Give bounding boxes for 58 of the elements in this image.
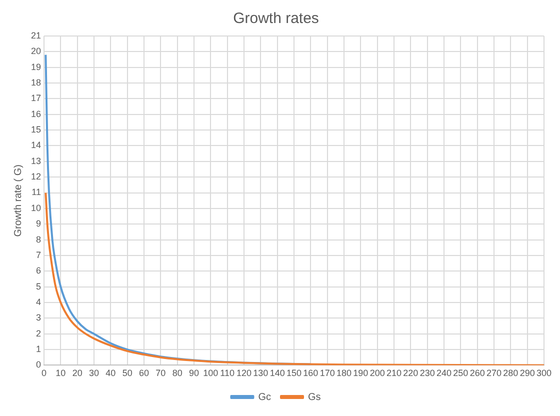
y-axis-title: Growth rate ( G) [12,164,24,237]
y-tick-label: 8 [36,234,42,244]
x-tick-label: 70 [156,368,166,378]
x-tick-label: 150 [286,368,302,378]
y-tick-label: 12 [30,172,42,182]
legend-label: Gc [258,392,272,403]
y-tick-label: 16 [30,108,42,119]
x-tick-label: 280 [503,368,518,378]
x-tick-label: 30 [89,368,100,378]
y-tick-label: 18 [30,78,42,88]
y-tick-label: 17 [30,93,42,104]
x-tick-label: 170 [320,368,335,378]
x-tick-label: 50 [122,368,132,378]
x-tick-label: 180 [336,368,352,378]
y-tick-label: 21 [30,30,42,40]
y-tick-label: 10 [30,202,42,213]
x-tick-label: 160 [303,368,318,378]
x-tick-label: 20 [72,368,82,378]
x-tick-label: 200 [370,368,385,378]
y-tick-label: 0 [36,360,42,370]
x-tick-label: 270 [486,368,502,378]
x-tick-label: 290 [520,368,535,378]
y-tick-label: 1 [36,344,42,354]
x-tick-label: 230 [420,368,435,378]
x-tick-label: 120 [236,368,252,378]
line-series [44,192,544,366]
x-tick-label: 90 [189,368,200,378]
x-tick-label: 260 [470,368,485,378]
y-tick-label: 13 [30,156,42,166]
y-tick-label: 19 [30,62,42,72]
y-tick-label: 5 [36,281,42,292]
x-tick-label: 100 [203,368,218,378]
x-tick-label: 110 [220,368,235,378]
x-tick-label: 80 [172,368,182,378]
line-series [44,54,312,366]
y-tick-label: 4 [36,296,42,307]
x-tick-label: 10 [56,368,66,378]
x-tick-label: 250 [453,368,468,378]
x-tick-label: 210 [386,368,402,378]
y-tick-label: 6 [36,266,42,276]
y-tick-label: 9 [36,218,42,229]
y-tick-label: 7 [36,250,42,260]
y-tick-label: 2 [36,328,42,338]
chart-title: Growth rates [233,10,319,28]
y-tick-label: 15 [30,124,42,135]
x-tick-label: 240 [436,368,452,378]
legend-label: Gs [308,392,321,403]
x-tick-label: 140 [270,368,285,378]
x-tick-label: 60 [139,368,150,378]
x-tick-label: 130 [253,368,268,378]
y-tick-label: 3 [36,312,42,323]
x-tick-label: 40 [106,368,116,378]
y-tick-label: 14 [30,140,42,150]
y-tick-label: 20 [30,46,42,56]
x-tick-label: 190 [353,368,368,378]
x-tick-label: 220 [403,368,418,378]
y-tick-label: 11 [32,187,42,198]
x-tick-label: 300 [536,368,552,378]
